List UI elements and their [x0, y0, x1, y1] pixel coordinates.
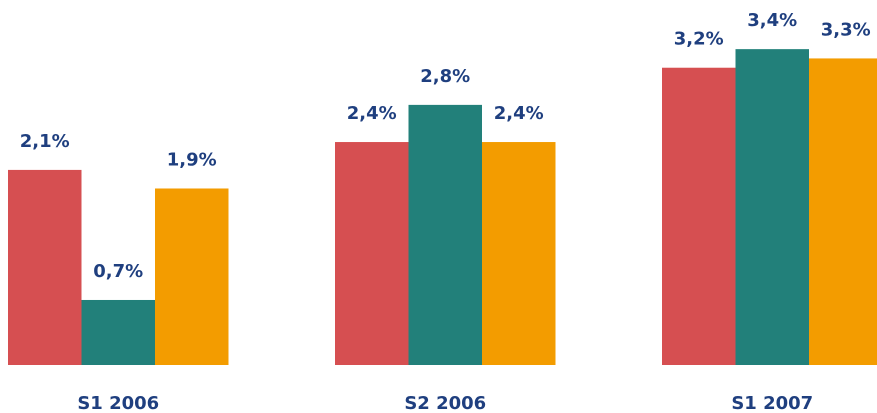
bar: [335, 142, 409, 365]
value-label: 3,2%: [674, 29, 724, 50]
bar: [482, 142, 556, 365]
value-label: 2,4%: [347, 103, 397, 124]
value-label: 3,4%: [747, 10, 797, 31]
bar: [81, 299, 155, 365]
value-label: 3,3%: [821, 19, 871, 40]
x-tick-label: S1 2007: [731, 393, 813, 413]
bar: [408, 104, 482, 365]
bar: [8, 169, 82, 365]
bar: [735, 49, 809, 365]
value-label: 2,8%: [420, 66, 470, 87]
x-tick-label: S1 2006: [77, 393, 159, 413]
bar: [662, 67, 736, 365]
value-label: 2,1%: [20, 131, 70, 152]
value-label: 0,7%: [93, 261, 143, 282]
bar: [809, 58, 877, 366]
value-label: 2,4%: [494, 103, 544, 124]
x-tick-label: S2 2006: [404, 393, 486, 413]
bar: [155, 188, 229, 365]
value-label: 1,9%: [167, 149, 217, 170]
